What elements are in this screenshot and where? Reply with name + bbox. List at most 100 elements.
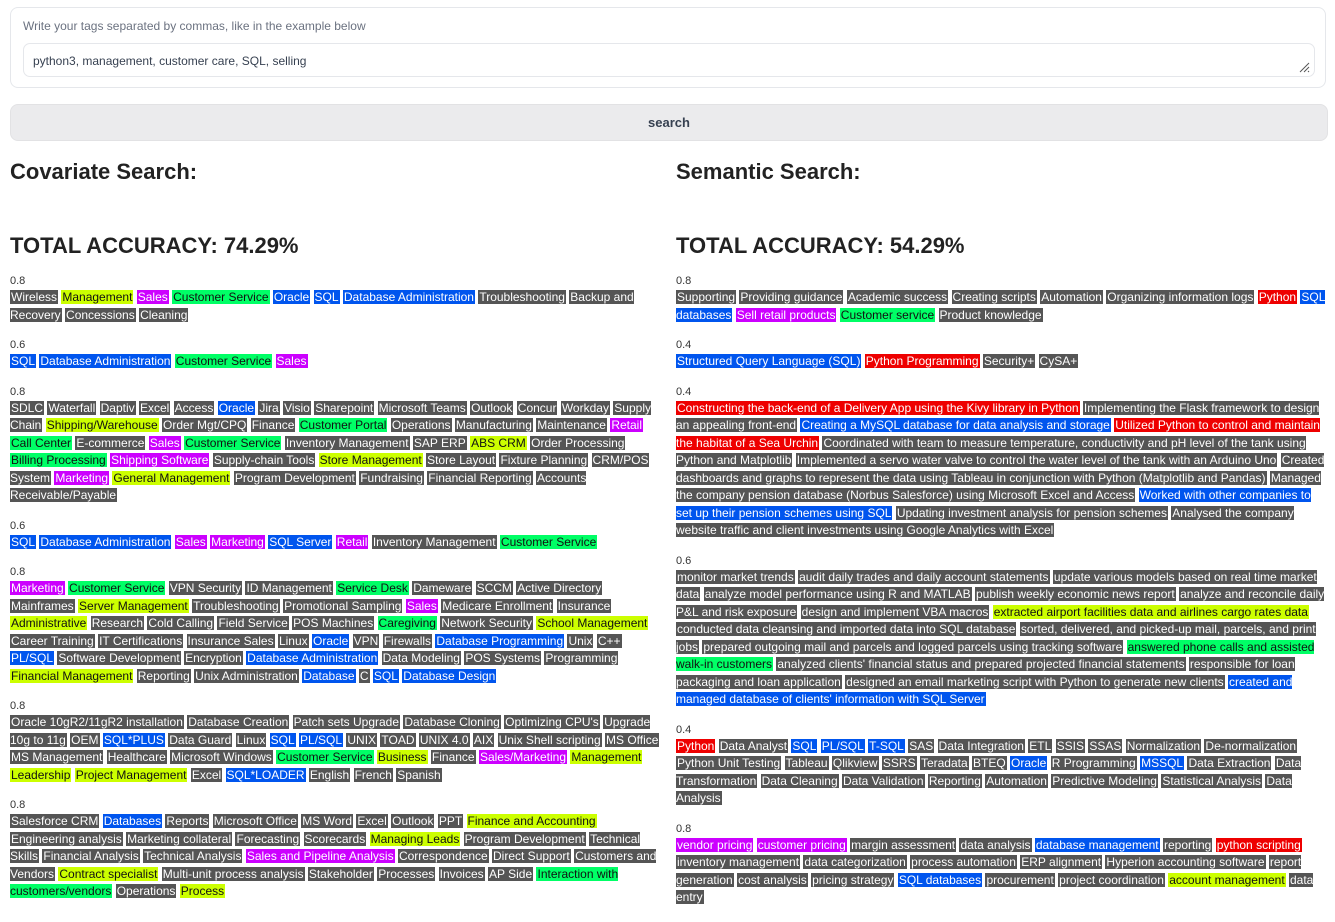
skill-tag: Organizing information logs: [1106, 290, 1255, 304]
semantic-search-title: Semantic Search:: [676, 159, 861, 184]
skill-tag: Predictive Modeling: [1051, 773, 1158, 788]
skill-tag: Store Management: [318, 453, 423, 467]
skill-tag: SQL: [269, 732, 296, 747]
skill-tag: audit daily trades and daily account sta…: [798, 569, 1050, 584]
skill-tag: MS Word: [301, 814, 354, 828]
skill-tag: Cleaning: [139, 307, 189, 322]
skill-tag: Medicare Enrollment: [441, 598, 554, 613]
search-button[interactable]: search: [10, 104, 1328, 141]
result-block: 0.8 Wireless Management Sales Customer Se…: [10, 275, 660, 324]
skill-tag: SQL Server: [268, 534, 333, 549]
skill-tag: Python: [1257, 290, 1298, 304]
skill-tag: Visio: [283, 400, 311, 415]
skill-tag: Unix: [567, 633, 594, 648]
skill-tag: Customer service: [839, 307, 936, 322]
skill-tag: Programming: [544, 651, 619, 665]
skill-tag: Data Extraction: [1187, 756, 1272, 770]
skill-tag: Outlook: [391, 814, 435, 828]
skill-tag: Customer Service: [184, 435, 282, 450]
skill-tag: POS Systems: [464, 651, 542, 665]
skill-tag: Sales: [174, 534, 207, 549]
skill-tag: Waterfall: [47, 400, 97, 415]
skill-tag: Server Management: [78, 598, 189, 613]
tags-textarea[interactable]: python3, management, customer care, SQL,…: [23, 43, 1315, 77]
skill-tag: analyze model performance using R and MA…: [703, 587, 972, 601]
skill-tag: Leadership: [10, 767, 72, 782]
skill-tag: Automation: [985, 773, 1048, 788]
skill-tag: Excel: [356, 814, 388, 828]
skill-tag: PL/SQL: [10, 651, 55, 665]
result-tags: Marketing Customer Service VPN Security …: [10, 580, 660, 685]
skill-tag: VPN: [352, 633, 380, 648]
skill-tag: Microsoft Windows: [170, 750, 273, 764]
skill-tag: extracted airport facilities data and ai…: [992, 604, 1309, 619]
skill-tag: Statistical Analysis: [1161, 773, 1263, 788]
skill-tag: Finance and Accounting: [466, 814, 597, 828]
resize-handle-icon[interactable]: [1298, 61, 1310, 73]
skill-tag: UNIX: [346, 732, 378, 747]
skill-tag: Implemented a servo water valve to contr…: [795, 453, 1278, 467]
skill-tag: Management: [570, 750, 643, 764]
skill-tag: SSIS: [1055, 738, 1085, 753]
skill-tag: pricing strategy: [811, 872, 895, 887]
skill-tag: Microsoft Teams: [377, 400, 467, 415]
result-score: 0.8: [10, 566, 26, 578]
skill-tag: Insurance Sales: [186, 633, 275, 648]
skill-tag: Insurance: [556, 598, 612, 613]
skill-tag: Database: [302, 668, 356, 683]
skill-tag: Oracle: [217, 400, 256, 415]
skill-tag: python scripting: [1215, 837, 1302, 852]
skill-tag: Wireless: [10, 290, 59, 304]
skill-tag: Concur: [516, 400, 558, 415]
skill-tag: Maintenance: [536, 418, 607, 432]
skill-tag: Fixture Planning: [499, 453, 589, 467]
skill-tag: Forecasting: [235, 831, 301, 846]
skill-tag: Database Programming: [435, 633, 565, 648]
semantic-accuracy: TOTAL ACCURACY: 54.29%: [676, 233, 965, 258]
skill-tag: project coordination: [1058, 872, 1165, 887]
skill-tag: Customer Service: [174, 354, 273, 368]
skill-tag: Automation: [1040, 290, 1103, 304]
skill-tag: BTEQ: [972, 756, 1007, 770]
result-score: 0.8: [10, 700, 26, 712]
skill-tag: Cold Calling: [147, 616, 215, 630]
skill-tag: SQL*LOADER: [225, 767, 306, 782]
skill-tag: prepared outgoing mail and parcels and l…: [702, 639, 1124, 654]
result-tags: Salesforce CRM Databases Reports Microso…: [10, 813, 660, 901]
skill-tag: Qlikview: [831, 756, 879, 770]
skill-tag: Database Administration: [39, 354, 172, 368]
skill-tag: Tableau: [784, 756, 829, 770]
skill-tag: Data Validation: [842, 773, 925, 788]
skill-tag: Shipping/Warehouse: [45, 418, 159, 432]
skill-tag: SAP ERP: [412, 435, 467, 450]
result-tags: SQL Database Administration Customer Ser…: [10, 353, 660, 371]
result-tags: SDLC Waterfall Daptiv Excel Access Oracl…: [10, 400, 660, 505]
result-block: 0.6 SQL Database Administration Sales Mar…: [10, 520, 660, 552]
skill-tag: Reports: [165, 814, 210, 828]
skill-tag: Sales: [405, 598, 438, 613]
skill-tag: Business: [376, 750, 428, 764]
result-tags: Oracle 10gR2/11gR2 installation Database…: [10, 714, 660, 784]
skill-tag: Sell retail products: [735, 307, 837, 322]
result-score: 0.6: [676, 554, 692, 567]
skill-tag: SCCM: [475, 581, 513, 595]
skill-tag: Finance: [430, 750, 476, 764]
skill-tag: MS Office: [604, 732, 660, 747]
result-tags: vendor pricing customer pricing margin a…: [676, 837, 1326, 907]
result-score: 0.4: [676, 723, 692, 736]
result-score: 0.8: [676, 822, 692, 835]
result-block: 0.8 Supporting Providing guidance Academi…: [676, 275, 1326, 324]
skill-tag: Sales/Marketing: [478, 750, 567, 764]
skill-tag: SDLC: [10, 400, 45, 415]
skill-tag: Process: [179, 884, 226, 898]
skill-tag: Data Guard: [168, 732, 233, 747]
skill-tag: Troubleshooting: [192, 598, 280, 613]
skill-tag: Stakeholder: [307, 866, 374, 881]
result-tags: Constructing the back-end of a Delivery …: [676, 400, 1326, 540]
skill-tag: Retail: [610, 418, 643, 432]
skill-tag: Order Processing: [530, 435, 626, 450]
result-score: 0.6: [10, 339, 26, 351]
skill-tag: Active Directory: [516, 581, 603, 595]
skill-tag: Reporting: [927, 773, 982, 788]
skill-tag: Technical Analysis: [143, 849, 243, 863]
